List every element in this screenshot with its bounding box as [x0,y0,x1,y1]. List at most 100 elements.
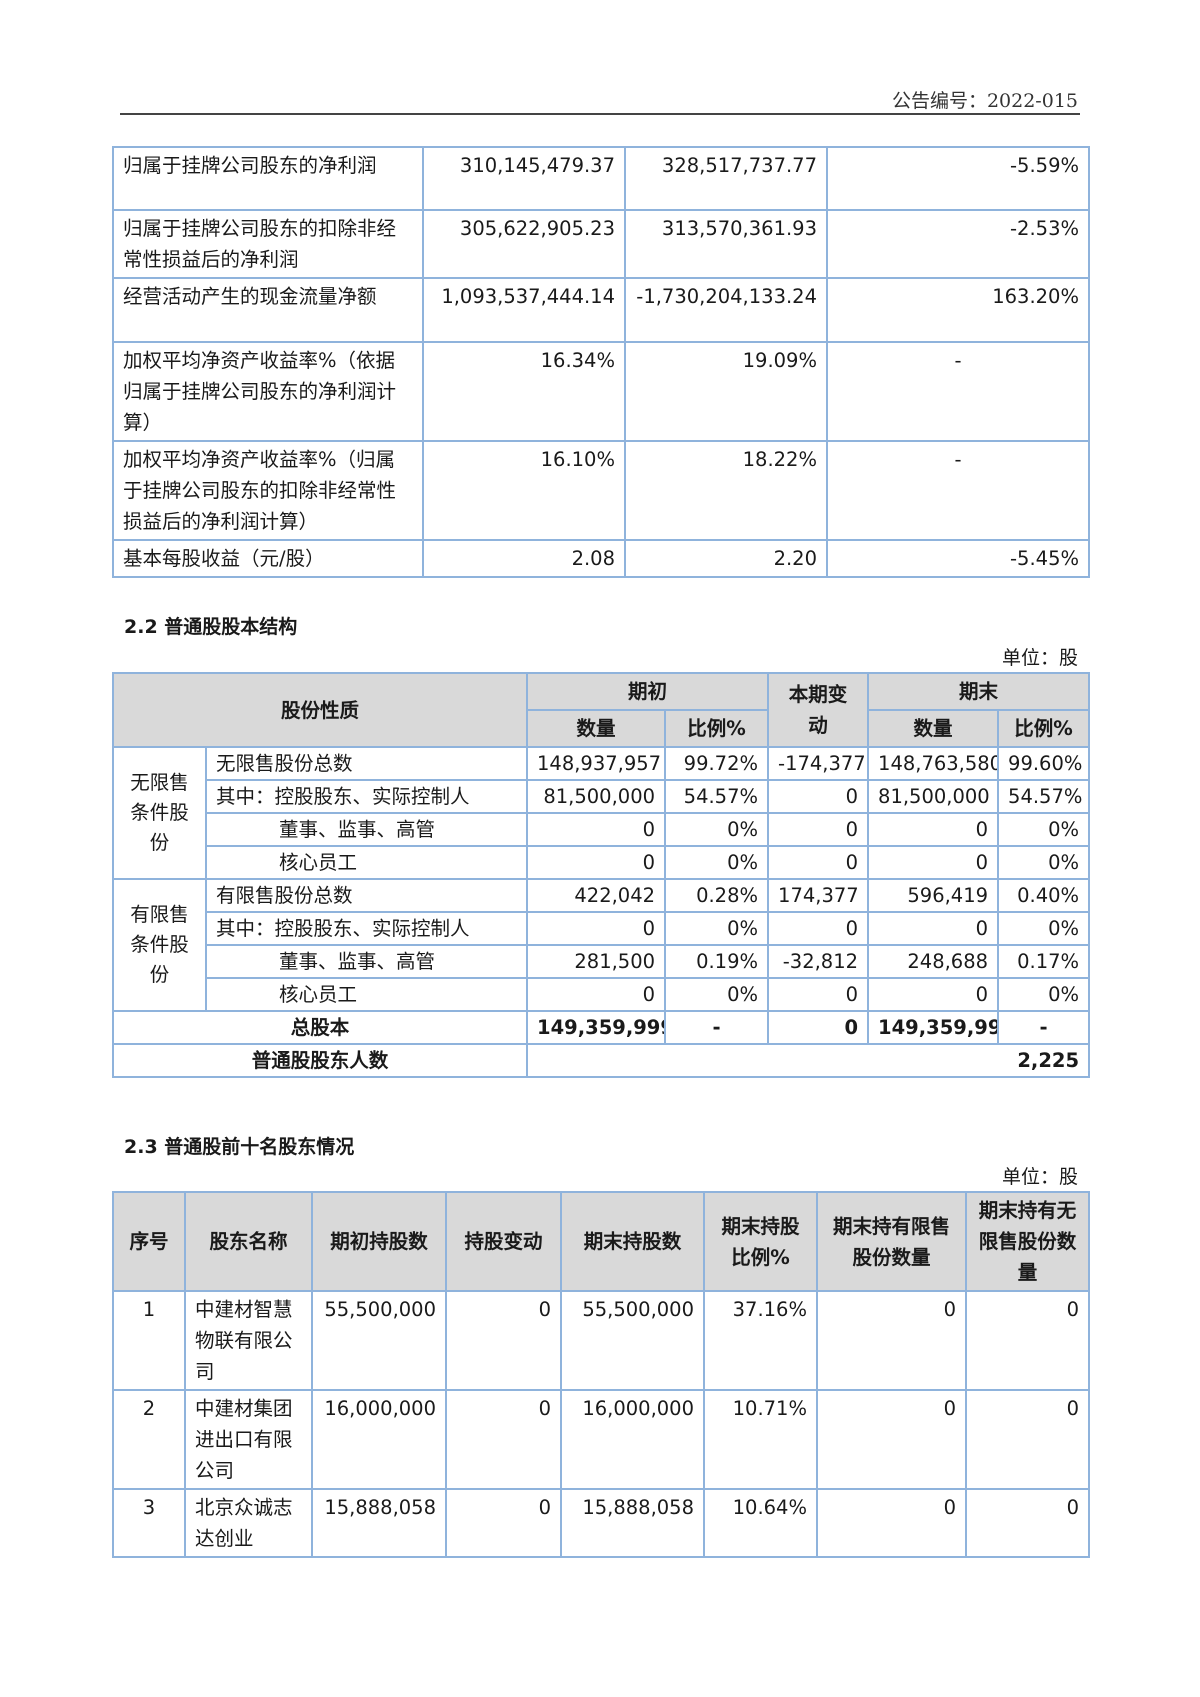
begin-qty: 0 [526,911,667,946]
header-end: 期末 [867,672,1091,711]
previous-period-value: 313,570,361.93 [624,209,828,279]
end-qty: 148,763,580 [867,746,1000,781]
begin-ratio: 0% [664,911,770,946]
share-type-label: 核心员工 [204,845,529,880]
group-label: 无限售条件股份 [112,746,207,880]
total-label: 总股本 [111,1010,529,1045]
group-label: 有限售条件股份 [112,878,207,1012]
column-header: 期初持股数 [311,1191,447,1292]
header-share-nature: 股份性质 [111,672,529,748]
begin-ratio: 0% [664,977,770,1012]
holders-count: 2,225 [526,1043,1091,1078]
end-ratio: 0% [997,812,1091,847]
rank: 2 [112,1389,186,1490]
previous-period-value: 19.09% [624,341,828,442]
change-ratio: - [826,440,1090,541]
current-period-value: 16.34% [422,341,626,442]
holders-label: 普通股股东人数 [111,1043,529,1078]
current-period-value: 310,145,479.37 [422,146,626,211]
previous-period-value: 2.20 [624,539,828,578]
begin-qty: 0 [526,845,667,880]
column-header: 序号 [112,1191,186,1292]
unrestricted-shares: 0 [965,1488,1090,1558]
begin-ratio: 0% [664,812,770,847]
indicator-label: 基本每股收益（元/股） [112,539,424,578]
end-ratio: 99.60% [997,746,1091,781]
end-qty: 248,688 [867,944,1000,979]
shareholder-name: 北京众诚志达创业 [184,1488,313,1558]
table-row: 加权平均净资产收益率%（依据归属于挂牌公司股东的净利润计算） 16.34% 19.0… [112,341,1090,442]
shareholder-name: 中建材集团进出口有限公司 [184,1389,313,1490]
change-ratio: -5.59% [826,146,1090,211]
header-divider [120,113,1080,115]
table-row: 归属于挂牌公司股东的扣除非经常性损益后的净利润 305,622,905.23 313… [112,209,1090,279]
table-row: 基本每股收益（元/股） 2.08 2.20 -5.45% [112,539,1090,578]
end-holding-ratio: 10.64% [703,1488,818,1558]
begin-ratio: 0% [664,845,770,880]
share-type-label: 无限售股份总数 [204,746,529,781]
end-qty: 0 [867,911,1000,946]
table-row: 1 中建材智慧物联有限公司 55,500,000 0 55,500,000 37.16% 0… [112,1290,1090,1391]
table-row: 董事、监事、高管 281,500 0.19% -32,812 248,688 0.17% [113,944,1091,979]
begin-ratio: 0.19% [664,944,770,979]
table-row: 经营活动产生的现金流量净额 1,093,537,444.14 -1,730,204,… [112,277,1090,343]
period-change: 174,377 [767,878,870,913]
header-begin-ratio: 比例% [664,709,770,748]
period-change: 0 [767,812,870,847]
current-period-value: 2.08 [422,539,626,578]
holding-change: 0 [445,1488,562,1558]
unrestricted-shares: 0 [965,1290,1090,1391]
end-ratio: 0% [997,977,1091,1012]
end-holding: 15,888,058 [560,1488,705,1558]
indicator-label: 经营活动产生的现金流量净额 [112,277,424,343]
change-ratio: -2.53% [826,209,1090,279]
end-holding-ratio: 37.16% [703,1290,818,1391]
total-begin-ratio: - [664,1010,770,1045]
restricted-shares: 0 [816,1290,967,1391]
period-change: 0 [767,779,870,814]
previous-period-value: 328,517,737.77 [624,146,828,211]
current-period-value: 1,093,537,444.14 [422,277,626,343]
begin-qty: 0 [526,977,667,1012]
begin-holding: 16,000,000 [311,1389,447,1490]
table-row: 核心员工 0 0% 0 0 0% [113,845,1091,880]
table-row: 有限售条件股份 有限售股份总数 422,042 0.28% 174,377 596,419… [112,878,1091,1012]
current-period-value: 305,622,905.23 [422,209,626,279]
header-end-qty: 数量 [867,709,1000,748]
end-holding: 55,500,000 [560,1290,705,1391]
section-2-2-title: 2.2 普通股股本结构 [124,616,298,638]
end-ratio: 0% [997,911,1091,946]
end-ratio: 0.17% [997,944,1091,979]
period-change: -32,812 [767,944,870,979]
period-change: -174,377 [767,746,870,781]
indicator-label: 加权平均净资产收益率%（归属于挂牌公司股东的扣除非经常性损益后的净利润计算） [112,440,424,541]
period-change: 0 [767,845,870,880]
end-qty: 0 [867,977,1000,1012]
table-row: 无限售条件股份 无限售股份总数 148,937,957 99.72% -174,377 1… [112,746,1091,880]
begin-holding: 15,888,058 [311,1488,447,1558]
current-period-value: 16.10% [422,440,626,541]
table-row: 加权平均净资产收益率%（归属于挂牌公司股东的扣除非经常性损益后的净利润计算） 16… [112,440,1090,541]
column-header: 期末持有限售股份数量 [816,1191,967,1292]
unit-label: 单位：股 [1001,1166,1078,1188]
begin-holding: 55,500,000 [311,1290,447,1391]
column-header: 期末持股比例% [703,1191,818,1292]
total-begin-qty: 149,359,999 [526,1010,667,1045]
column-header: 期末持股数 [560,1191,705,1292]
indicator-label: 归属于挂牌公司股东的净利润 [112,146,424,211]
column-header: 期末持有无限售股份数量 [965,1191,1090,1292]
holding-change: 0 [445,1290,562,1391]
total-change: 0 [767,1010,870,1045]
header-change: 本期变动 [767,672,870,748]
begin-qty: 0 [526,812,667,847]
share-type-label: 其中：控股股东、实际控制人 [204,911,529,946]
share-type-label: 其中：控股股东、实际控制人 [204,779,529,814]
total-end-qty: 149,359,999 [867,1010,1000,1045]
header-end-ratio: 比例% [997,709,1091,748]
begin-qty: 81,500,000 [526,779,667,814]
holders-row: 普通股股东人数 2,225 [111,1043,1091,1078]
shareholder-name: 中建材智慧物联有限公司 [184,1290,313,1391]
begin-ratio: 99.72% [664,746,770,781]
begin-qty: 148,937,957 [526,746,667,781]
